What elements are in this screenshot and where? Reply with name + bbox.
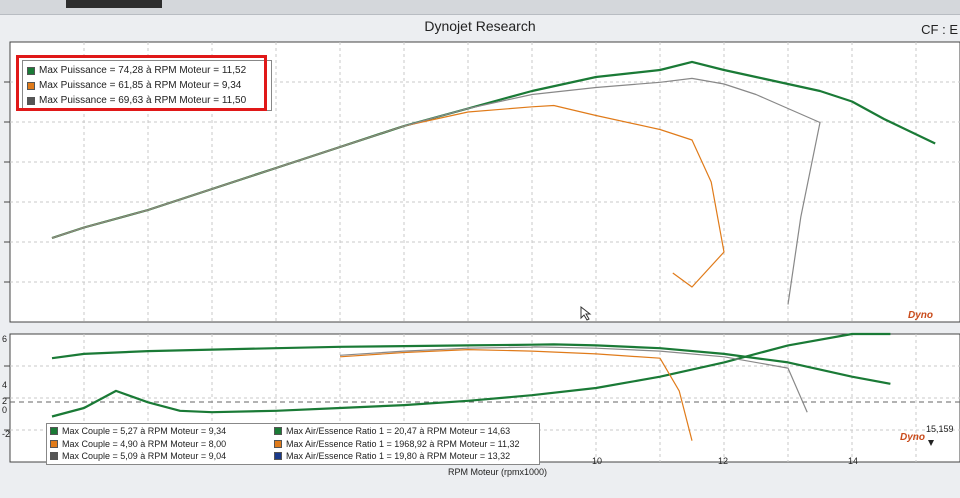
mouse-cursor-icon — [580, 305, 592, 321]
x-tick-10: 10 — [592, 456, 603, 466]
legend-entry: Max Couple = 5,09 à RPM Moteur = 9,04 — [50, 450, 274, 463]
y-tick-0: 0 — [2, 405, 8, 415]
highlight-box — [16, 55, 267, 111]
power-grid — [4, 42, 960, 322]
legend-entry: Max Air/Essence Ratio 1 = 20,47 à RPM Mo… — [274, 425, 519, 438]
legend-entry: Max Air/Essence Ratio 1 = 1968,92 à RPM … — [274, 438, 519, 451]
series-line — [339, 346, 808, 413]
y-tick-minus2: -2 — [2, 429, 11, 439]
y-tick-6: 6 — [2, 334, 8, 344]
x-axis-label: RPM Moteur (rpmx1000) — [448, 467, 548, 477]
legend-entry: Max Air/Essence Ratio 1 = 19,80 à RPM Mo… — [274, 450, 519, 463]
legend-label: Max Air/Essence Ratio 1 = 20,47 à RPM Mo… — [286, 426, 511, 436]
legend-label: Max Air/Essence Ratio 1 = 19,80 à RPM Mo… — [286, 451, 511, 461]
legend-swatch-icon — [50, 427, 58, 436]
legend-swatch-icon — [274, 439, 282, 448]
cursor-rpm-value: 15,159 — [926, 424, 954, 434]
cf-label: CF : E — [921, 22, 958, 37]
legend-swatch-icon — [27, 81, 35, 90]
y-tick-2: 2 — [2, 396, 8, 406]
legend-entry: Max Couple = 4,90 à RPM Moteur = 8,00 — [50, 438, 274, 451]
power-legend: Max Puissance = 74,28 à RPM Moteur = 11,… — [22, 60, 272, 111]
legend-label: Max Puissance = 61,85 à RPM Moteur = 9,3… — [39, 80, 242, 91]
legend-swatch-icon — [50, 439, 58, 448]
y-tick-4: 4 — [2, 380, 8, 390]
legend-label: Max Couple = 5,27 à RPM Moteur = 9,34 — [62, 426, 227, 436]
chart-title: Dynojet Research — [424, 18, 536, 34]
legend-label: Max Couple = 5,09 à RPM Moteur = 9,04 — [62, 451, 227, 461]
legend-swatch-icon — [27, 66, 35, 75]
torque-legend: Max Couple = 5,27 à RPM Moteur = 9,34 Ma… — [46, 423, 540, 465]
legend-swatch-icon — [274, 427, 282, 436]
legend-swatch-icon — [50, 452, 58, 461]
legend-swatch-icon — [27, 96, 35, 105]
legend-col-torque: Max Couple = 5,27 à RPM Moteur = 9,34 Ma… — [50, 425, 274, 463]
toolbar-tab[interactable] — [66, 0, 162, 8]
legend-label: Max Puissance = 74,28 à RPM Moteur = 11,… — [39, 65, 247, 76]
power-series — [51, 60, 936, 305]
x-tick-12: 12 — [718, 456, 729, 466]
legend-entry: Max Couple = 5,27 à RPM Moteur = 9,34 — [50, 425, 274, 438]
legend-entry: Max Puissance = 69,63 à RPM Moteur = 11,… — [27, 93, 267, 108]
legend-swatch-icon — [274, 452, 282, 461]
dynojet-logo-icon: Dyno — [908, 310, 933, 321]
legend-col-afr: Max Air/Essence Ratio 1 = 20,47 à RPM Mo… — [274, 425, 519, 463]
torque-series — [51, 332, 891, 441]
series-line — [51, 343, 891, 385]
legend-label: Max Couple = 4,90 à RPM Moteur = 8,00 — [62, 438, 227, 449]
series-line — [51, 77, 821, 305]
series-line — [339, 349, 693, 441]
legend-label: Max Puissance = 69,63 à RPM Moteur = 11,… — [39, 95, 247, 106]
legend-entry: Max Puissance = 61,85 à RPM Moteur = 9,3… — [27, 78, 267, 93]
legend-label: Max Air/Essence Ratio 1 = 1968,92 à RPM … — [286, 438, 520, 449]
rpm-marker-icon — [928, 440, 934, 446]
top-toolbar — [0, 0, 960, 15]
legend-grid: Max Couple = 5,27 à RPM Moteur = 9,34 Ma… — [50, 425, 536, 463]
x-tick-14: 14 — [848, 456, 859, 466]
dynojet-logo-icon: Dyno — [900, 432, 925, 443]
legend-entry: Max Puissance = 74,28 à RPM Moteur = 11,… — [27, 63, 267, 78]
series-line — [51, 332, 891, 418]
